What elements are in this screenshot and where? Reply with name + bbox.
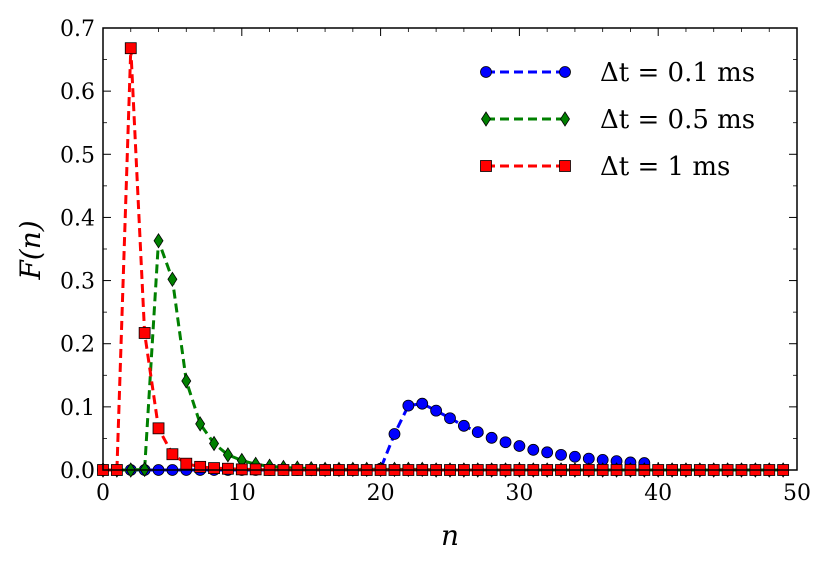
data-point — [180, 457, 193, 470]
x-tick-label: 0 — [96, 481, 110, 506]
legend-marker — [560, 111, 570, 127]
ticks — [102, 27, 798, 471]
legend-item: Δt = 1 ms — [480, 152, 730, 182]
x-tick-label: 50 — [783, 481, 811, 506]
y-tick-label: 0.5 — [60, 143, 95, 168]
data-point — [209, 435, 220, 452]
data-point — [124, 42, 137, 55]
data-point — [153, 233, 164, 249]
series-circle — [97, 397, 651, 476]
data-point — [555, 448, 567, 461]
data-point — [499, 436, 512, 449]
legend-item: Δt = 0.1 ms — [480, 58, 755, 88]
data-point — [430, 404, 443, 417]
x-tick-label: 40 — [644, 481, 672, 506]
legend: Δt = 0.1 ms Δt = 0.5 ms Δt = 1 ms — [480, 58, 755, 182]
data-point — [152, 422, 165, 435]
legend-label: Δt = 0.5 ms — [600, 105, 755, 135]
data-point — [138, 327, 151, 339]
x-tick-label: 30 — [505, 481, 533, 506]
data-point — [388, 428, 401, 440]
legend-label: Δt = 0.1 ms — [600, 58, 755, 88]
data-point — [402, 399, 415, 412]
data-point — [527, 443, 540, 456]
legend-item: Δt = 0.5 ms — [481, 105, 755, 135]
y-tick-label: 0.4 — [60, 206, 95, 231]
data-point — [444, 412, 456, 425]
tick-labels: 0 10 20 30 40 50 0.0 0.1 0.2 0.3 0.4 0.5 0.6 0.7 — [60, 17, 811, 506]
data-point — [485, 431, 498, 444]
data-point — [166, 448, 179, 461]
data-point — [194, 460, 207, 473]
y-tick-label: 0.3 — [60, 270, 95, 295]
legend-marker — [480, 66, 492, 78]
data-point — [222, 447, 233, 463]
data-point — [222, 462, 234, 475]
legend-label: Δt = 1 ms — [600, 152, 730, 182]
x-tick-label: 10 — [228, 481, 256, 506]
legend-marker — [559, 160, 571, 172]
x-axis-label: n — [441, 519, 459, 552]
data-point — [195, 416, 206, 432]
x-tick-label: 20 — [367, 481, 395, 506]
data-point — [181, 373, 192, 389]
y-tick-label: 0.2 — [60, 333, 95, 358]
data-point — [569, 450, 581, 463]
legend-marker — [559, 66, 571, 78]
legend-marker — [481, 111, 491, 127]
data-point — [416, 397, 429, 410]
data-point — [541, 446, 554, 459]
data-point — [513, 440, 526, 452]
data-point — [208, 462, 220, 475]
series-diamond — [98, 233, 789, 478]
data-point — [471, 426, 484, 439]
y-tick-label: 0.0 — [60, 459, 95, 484]
y-tick-label: 0.7 — [60, 17, 95, 42]
y-axis-label: F(n) — [14, 220, 47, 280]
data-point — [167, 271, 178, 288]
series-line — [103, 240, 784, 472]
plot-frame — [102, 27, 798, 471]
data-point — [457, 419, 470, 432]
y-tick-label: 0.6 — [60, 80, 95, 105]
y-tick-label: 0.1 — [60, 396, 95, 421]
legend-marker — [480, 160, 492, 172]
